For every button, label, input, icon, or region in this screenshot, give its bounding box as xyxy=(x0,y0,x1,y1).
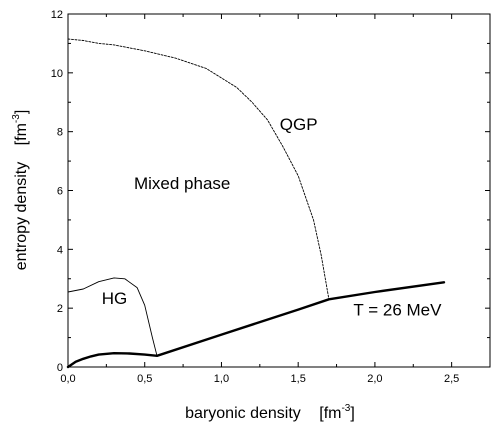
y-tick-label: 4 xyxy=(57,244,63,256)
region-annotation: HG xyxy=(102,289,128,308)
x-tick-label: 2,0 xyxy=(367,373,382,385)
x-axis-label: baryonic density [fm-3] xyxy=(185,403,355,422)
y-tick-label: 2 xyxy=(57,303,63,315)
y-axis-unit-open: [ xyxy=(13,140,30,145)
y-tick-label: 0 xyxy=(57,362,63,374)
y-axis-unit-base: fm xyxy=(13,123,30,141)
series-line-thin-solid xyxy=(67,277,158,357)
region-annotation: T = 26 MeV xyxy=(353,301,442,320)
x-tick-label: 0,0 xyxy=(60,373,75,385)
region-annotation: QGP xyxy=(280,115,318,134)
region-annotation: Mixed phase xyxy=(134,174,230,193)
y-tick-label: 10 xyxy=(51,68,63,80)
annotations: QGP Mixed phase HG T = 26 MeV xyxy=(102,115,442,319)
x-tick-label: 0,5 xyxy=(137,373,152,385)
x-axis-label-text: baryonic density xyxy=(185,405,301,422)
x-tick-label: 1,5 xyxy=(291,373,306,385)
x-tick-label: 1,0 xyxy=(214,373,229,385)
y-axis-label-text: entropy density xyxy=(13,162,30,271)
y-axis-unit-exp: -3 xyxy=(11,114,22,123)
y-tick-label: 12 xyxy=(51,9,63,21)
x-axis-unit-exp: -3 xyxy=(341,403,350,414)
x-axis-unit-close: ] xyxy=(350,405,354,422)
y-axis-unit-close: ] xyxy=(13,110,30,114)
axis-ticks xyxy=(67,13,490,368)
series-line-dotted xyxy=(67,38,330,300)
y-tick-label: 6 xyxy=(57,186,63,198)
series-line-thick-solid xyxy=(66,281,446,369)
y-axis-label: entropy density [fm-3] xyxy=(11,110,30,271)
y-tick-label: 8 xyxy=(57,127,63,139)
tick-labels: 0,0 0,5 1,0 1,5 2,0 2,5 0 2 4 6 8 10 12 xyxy=(51,9,460,385)
x-axis-unit-open: [ xyxy=(319,405,324,422)
x-tick-label: 2,5 xyxy=(444,373,459,385)
x-axis-unit-base: fm xyxy=(324,405,342,422)
series-layer xyxy=(66,38,446,369)
